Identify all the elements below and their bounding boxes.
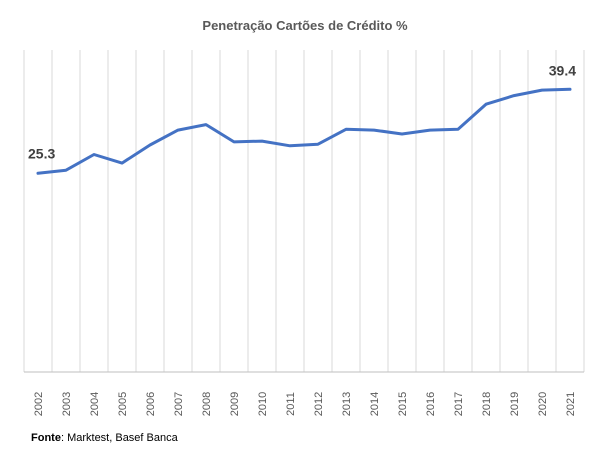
x-tick-label: 2018 <box>481 392 493 416</box>
x-tick-label: 2009 <box>229 392 241 416</box>
x-tick-label: 2021 <box>565 392 577 416</box>
source-note: Fonte: Marktest, Basef Banca <box>31 432 178 444</box>
x-tick-label: 2007 <box>173 392 185 416</box>
x-tick-label: 2017 <box>453 392 465 416</box>
x-tick-label: 2002 <box>33 392 45 416</box>
source-text: : Marktest, Basef Banca <box>60 432 178 444</box>
x-tick-label: 2005 <box>117 392 129 416</box>
x-tick-label: 2006 <box>145 392 157 416</box>
x-tick-label: 2020 <box>537 392 549 416</box>
data-label: 25.3 <box>28 145 55 161</box>
source-label: Fonte <box>31 432 61 444</box>
chart-title: Penetração Cartões de Crédito % <box>202 18 408 33</box>
x-tick-label: 2011 <box>285 392 297 416</box>
data-label: 39.4 <box>549 62 576 78</box>
x-tick-label: 2008 <box>201 392 213 416</box>
x-tick-label: 2019 <box>509 392 521 416</box>
x-tick-label: 2003 <box>61 392 73 416</box>
x-tick-label: 2014 <box>369 392 381 416</box>
x-tick-label: 2016 <box>425 392 437 416</box>
x-tick-label: 2015 <box>397 392 409 416</box>
series-line <box>36 87 572 175</box>
x-tick-label: 2013 <box>341 392 353 416</box>
x-tick-label: 2012 <box>313 392 325 416</box>
x-tick-label: 2004 <box>89 392 101 416</box>
x-tick-label: 2010 <box>257 392 269 416</box>
